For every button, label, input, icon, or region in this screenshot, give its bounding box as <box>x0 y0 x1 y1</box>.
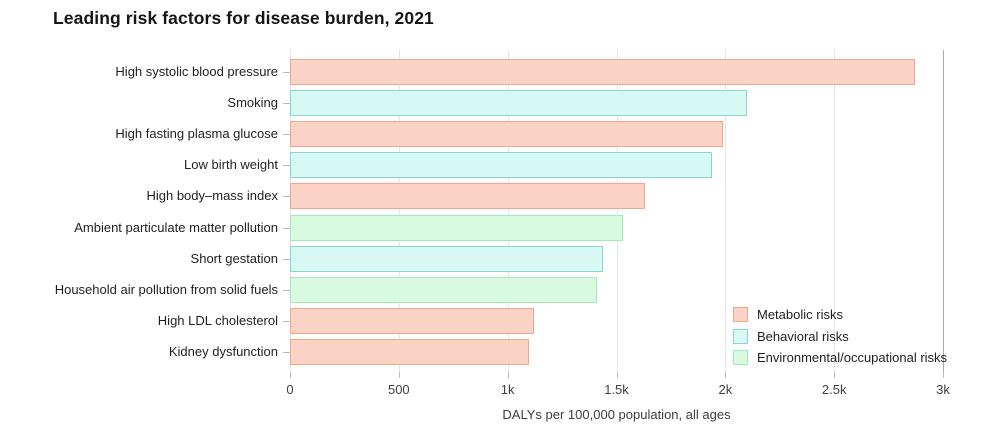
gridline-3k <box>943 50 944 372</box>
category-label: Household air pollution from solid fuels <box>54 281 278 297</box>
x-tick-label: 1.5k <box>604 382 629 397</box>
category-label: Ambient particulate matter pollution <box>74 219 278 235</box>
x-tick-mark <box>834 372 836 378</box>
bar-metabolic <box>290 59 915 85</box>
y-tick-mark <box>283 103 290 105</box>
legend-item-environmental: Environmental/occupational risks <box>733 347 947 368</box>
y-tick-mark <box>283 258 290 260</box>
chart-title: Leading risk factors for disease burden,… <box>53 8 434 28</box>
y-tick-mark <box>283 320 290 322</box>
gridline-1.5k <box>616 50 618 372</box>
plot-area: 0 500 1k 1.5k 2k 2.5k 3k <box>283 50 950 397</box>
y-tick-mark <box>283 351 290 353</box>
gridline-500 <box>398 50 400 372</box>
category-label: Smoking <box>227 95 278 111</box>
y-tick-mark <box>283 72 290 73</box>
bar-behavioral <box>290 152 713 179</box>
x-tick-label: 2k <box>718 382 733 397</box>
y-tick-mark <box>283 165 290 167</box>
gridline-0 <box>290 50 291 372</box>
legend-item-metabolic: Metabolic risks <box>733 304 947 325</box>
category-label: High fasting plasma glucose <box>115 126 278 142</box>
x-tick-mark <box>398 372 400 378</box>
bar-metabolic <box>290 121 724 148</box>
x-tick-mark <box>943 372 944 378</box>
category-label: Low birth weight <box>184 157 278 173</box>
category-label: Short gestation <box>190 250 278 266</box>
category-label: High systolic blood pressure <box>115 64 278 79</box>
gridline-1k <box>507 50 509 372</box>
legend-swatch-behavioral <box>733 328 748 344</box>
bar-metabolic <box>290 183 645 210</box>
x-tick-label: 500 <box>387 382 410 397</box>
legend: Metabolic risks Behavioral risks Environme… <box>733 304 947 368</box>
x-tick-mark <box>616 372 618 378</box>
x-tick-label: 1k <box>500 382 515 397</box>
x-tick-mark <box>507 372 509 378</box>
bar-environmental <box>290 276 597 303</box>
y-tick-mark <box>283 227 290 229</box>
legend-label: Environmental/occupational risks <box>757 349 948 365</box>
category-label: Kidney dysfunction <box>168 343 278 359</box>
legend-label: Metabolic risks <box>757 307 843 323</box>
gridline-2k <box>725 50 727 372</box>
x-tick-label: 2.5k <box>821 382 847 397</box>
y-tick-mark <box>283 289 290 291</box>
gridline-2.5k <box>834 50 836 372</box>
legend-swatch-metabolic <box>733 307 748 323</box>
x-tick-mark <box>725 372 727 378</box>
bar-behavioral <box>290 90 748 117</box>
x-tick-label: 3k <box>936 382 950 397</box>
x-tick-mark <box>290 372 291 378</box>
bar-environmental <box>290 214 624 241</box>
category-label: High body–mass index <box>146 188 278 204</box>
y-tick-mark <box>283 134 290 136</box>
x-tick-label: 0 <box>286 382 294 397</box>
x-axis-title: DALYs per 100,000 population, all ages <box>502 407 731 422</box>
bar-metabolic <box>290 307 534 334</box>
legend-label: Behavioral risks <box>757 328 849 344</box>
bar-behavioral <box>290 245 604 272</box>
bar-metabolic <box>290 338 530 365</box>
y-tick-mark <box>283 196 290 198</box>
legend-swatch-environmental <box>733 349 748 365</box>
y-axis-labels: High systolic blood pressure Smoking High … <box>0 50 278 372</box>
legend-item-behavioral: Behavioral risks <box>733 325 947 346</box>
category-label: High LDL cholesterol <box>157 312 278 328</box>
